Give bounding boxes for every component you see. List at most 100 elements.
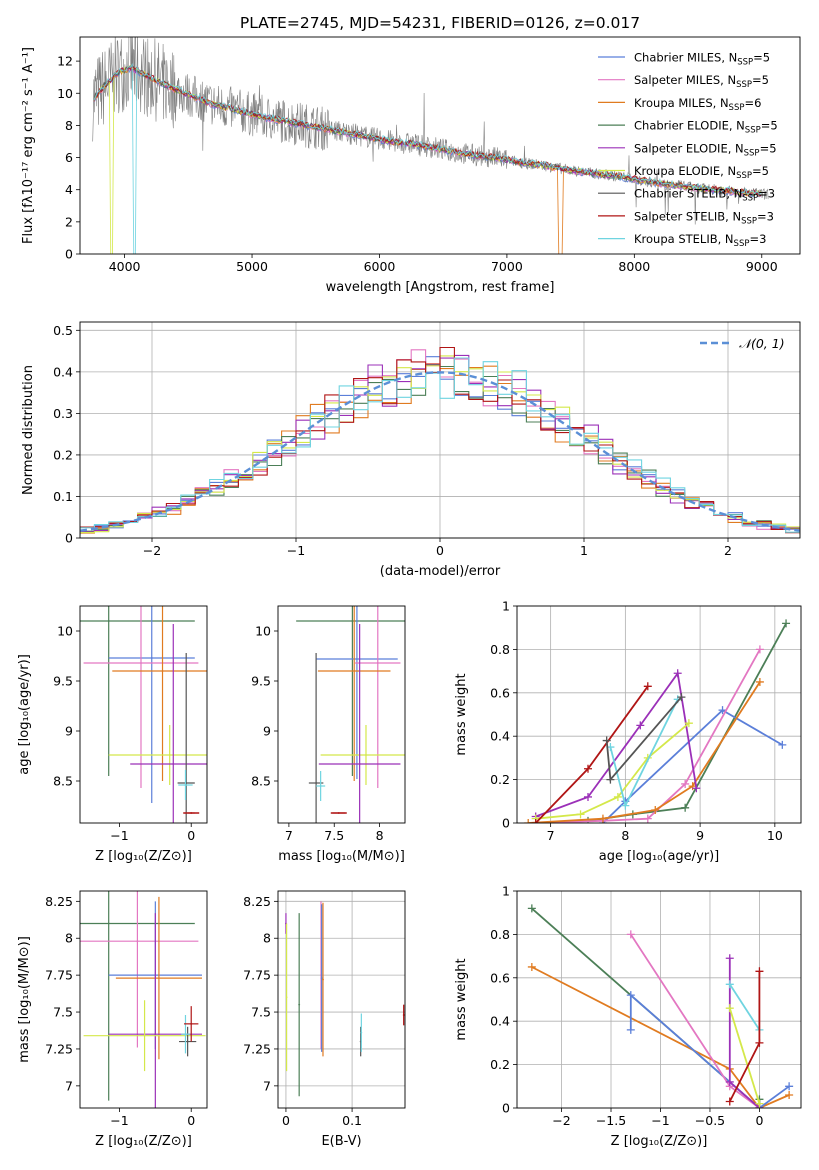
legend-label-sub: SSP <box>742 194 758 204</box>
y-tick-label: 4 <box>65 182 73 197</box>
data-point <box>365 754 367 756</box>
plus-marker <box>677 693 686 702</box>
axes-frame <box>79 321 801 539</box>
x-tick-label: 9 <box>696 828 704 843</box>
panel-mass-vs-ebv: 0 0.1 7 7.25 7.5 7.75 8 8.25 E(B-V) <box>243 890 406 1149</box>
plus-marker <box>785 1090 794 1099</box>
plus-marker <box>527 904 536 913</box>
y-tick-label: 0 <box>502 1101 510 1116</box>
x-tick-label: 0 <box>187 828 195 843</box>
x-tick-label: 8 <box>621 828 629 843</box>
legend-label-suffix: =5 <box>760 141 777 155</box>
y-tick-label: 6 <box>65 150 73 165</box>
y-tick-label: 0 <box>65 247 73 262</box>
histogram-salpeter_stelib <box>80 346 800 535</box>
plot-area <box>92 37 769 254</box>
data-point <box>298 1003 301 1006</box>
data-point <box>150 657 153 659</box>
x-tick-label: −1 <box>287 543 305 558</box>
y-tick-label: 9 <box>65 724 73 739</box>
data-point <box>158 977 160 979</box>
plus-marker <box>584 792 592 801</box>
data-point <box>315 782 317 784</box>
x-tick-label: −1.5 <box>596 1113 626 1128</box>
legend-label: Kroupa STELIB, NSSP=3 <box>634 232 766 249</box>
x-tick-label: −2 <box>143 543 161 558</box>
plus-marker <box>755 1038 764 1047</box>
data-point <box>172 763 175 765</box>
plus-marker <box>651 805 660 814</box>
observed-spectrum-line <box>92 37 769 225</box>
data-point <box>107 922 110 925</box>
x-tick-label: 9000 <box>746 259 778 274</box>
plus-marker <box>643 682 652 691</box>
y-tick-label: 9.5 <box>251 674 271 689</box>
model-line-salpeter_stelib <box>96 65 762 197</box>
data-point <box>356 658 358 660</box>
plus-marker <box>755 967 764 976</box>
weight-line-chabrier_miles <box>629 993 790 1108</box>
legend-label: Chabrier STELIB, NSSP=3 <box>634 187 775 204</box>
y-tick-label: 0.6 <box>490 970 510 985</box>
data-point <box>190 812 193 814</box>
plus-marker <box>613 792 622 801</box>
y-tick-label: 0.8 <box>490 927 510 942</box>
legend-label: Salpeter ELODIE, NSSP=5 <box>634 141 777 158</box>
plus-marker <box>636 721 645 730</box>
weight-line-kroupa_elodie <box>728 1007 761 1104</box>
y-tick-label: 0.4 <box>490 729 510 744</box>
x-tick-label: 0 <box>282 1113 290 1128</box>
y-tick-label: 10 <box>255 624 271 639</box>
y-tick-label: 7.75 <box>45 968 73 983</box>
normal-curve <box>80 371 800 532</box>
y-tick-label: 0.5 <box>53 323 73 338</box>
x-tick-label: 0 <box>436 543 444 558</box>
legend-label-sub: SSP <box>734 239 750 249</box>
legend-label-sub: SSP <box>741 216 757 226</box>
plot-area <box>285 901 405 1097</box>
x-axis-label: Z [log₁₀(Z/Z⊙)] <box>95 849 192 864</box>
data-point <box>360 1031 363 1034</box>
legend-label: Salpeter STELIB, NSSP=3 <box>634 209 774 226</box>
plus-marker <box>755 645 764 654</box>
y-tick-label: 8 <box>65 118 73 133</box>
figure-title: PLATE=2745, MJD=54231, FIBERID=0126, z=0… <box>240 14 640 32</box>
panel-age-vs-Z: −1 0 8.5 9 9.5 10 Z [log₁₀(Z/Z⊙)] age [log₁₀(ag… <box>17 605 208 864</box>
x-tick-label: −1 <box>110 1113 128 1128</box>
y-tick-label: 9 <box>263 724 271 739</box>
plot-area <box>527 904 794 1108</box>
legend-label-sub: SSP <box>736 171 752 181</box>
data-point <box>154 1033 157 1036</box>
model-line-kroupa_stelib <box>93 63 762 254</box>
y-tick-label: 8.5 <box>251 774 271 789</box>
x-axis-label: E(B-V) <box>321 1134 361 1149</box>
y-tick-label: 8 <box>263 931 271 946</box>
y-tick-label: 8.25 <box>45 894 73 909</box>
plot-area <box>524 619 791 823</box>
plot-area <box>80 606 207 823</box>
legend-label-text: Salpeter MILES, N <box>634 73 736 87</box>
plus-marker <box>621 801 630 810</box>
legend-label-sub: SSP <box>729 103 745 113</box>
x-tick-label: 2 <box>724 543 732 558</box>
legend-label-sub: SSP <box>744 148 760 158</box>
plus-marker <box>527 962 536 971</box>
y-tick-label: 0 <box>65 531 73 546</box>
legend-label: 𝒩(0, 1) <box>739 336 785 351</box>
data-point <box>402 1014 405 1016</box>
x-axis-label: mass [log₁₀(M/M⊙)] <box>278 849 405 864</box>
panel-spectrum: 4000 5000 6000 7000 8000 9000 0 2 4 6 8 10 12 wavelen… <box>21 36 801 295</box>
data-point <box>186 1040 189 1043</box>
x-tick-label: 0 <box>755 1113 763 1128</box>
data-point <box>351 620 354 622</box>
y-tick-label: 7.5 <box>53 1005 73 1020</box>
plus-marker <box>576 810 585 819</box>
y-tick-label: 7.25 <box>45 1041 73 1056</box>
y-tick-label: 0.1 <box>53 489 73 504</box>
y-tick-label: 0.3 <box>53 406 73 421</box>
y-tick-label: 2 <box>65 214 73 229</box>
plus-marker <box>725 1004 734 1013</box>
axes-frame <box>516 890 802 1109</box>
